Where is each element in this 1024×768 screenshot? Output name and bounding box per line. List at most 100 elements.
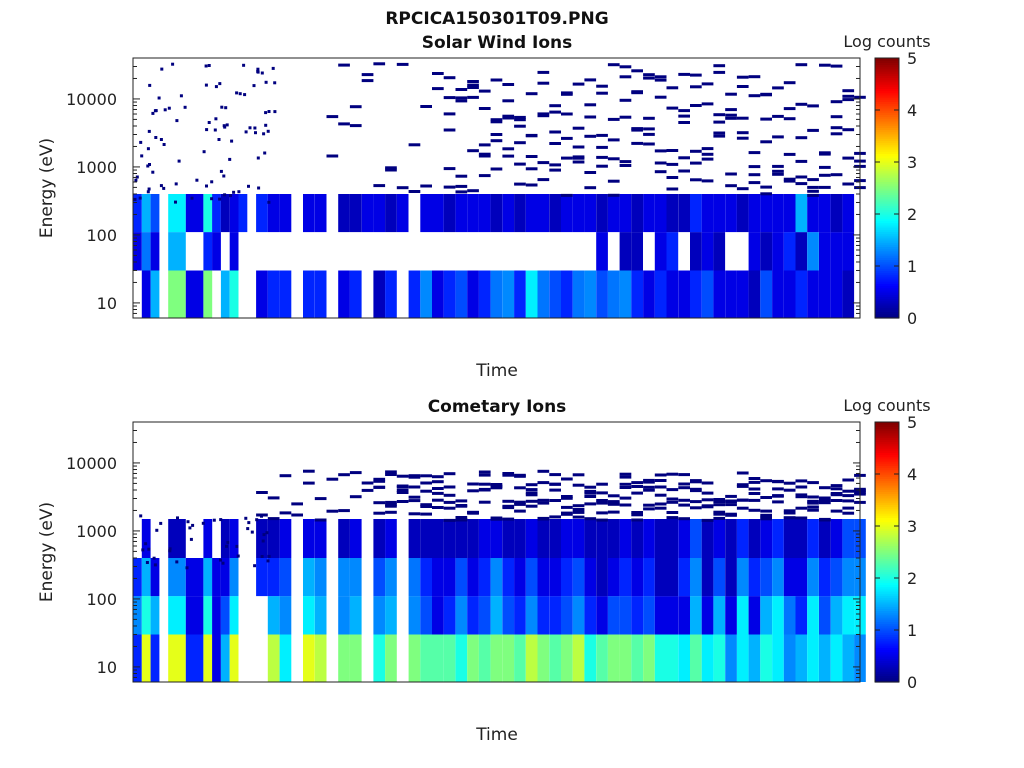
speckle [210, 180, 214, 184]
cell-0-31 [478, 634, 491, 682]
y-tick-label: 100 [86, 590, 117, 609]
fine-line [502, 499, 515, 503]
colorbar-step [875, 307, 899, 310]
solar-wind-colorbar-label: Log counts [843, 32, 930, 51]
fine-line [361, 488, 374, 492]
colorbar-step [875, 586, 899, 590]
cell-0-61 [830, 634, 843, 682]
fine-line [713, 498, 726, 501]
fine-line [396, 500, 409, 503]
speckle [152, 556, 156, 560]
cell-0-50 [701, 270, 714, 318]
colorbar-step [875, 526, 899, 529]
cell-0-29 [455, 270, 468, 318]
cell-0-38 [561, 634, 573, 682]
cell-3-45 [643, 519, 655, 558]
fine-line [607, 179, 620, 183]
fine-line [549, 163, 561, 167]
fine-line [537, 114, 550, 118]
colorbar-step [875, 506, 899, 510]
fine-line [478, 107, 491, 110]
cell-2-25 [408, 558, 421, 597]
fine-line [279, 474, 292, 478]
cell-2-24 [396, 194, 409, 233]
cell-1-49 [690, 596, 702, 635]
fine-line [525, 167, 538, 171]
cell-1-30 [467, 596, 479, 635]
cell-2-36 [537, 558, 550, 597]
cell-3-28 [443, 519, 456, 558]
fine-line [596, 91, 608, 95]
fine-line [596, 145, 608, 149]
speckle [168, 547, 172, 551]
cell-2-51 [713, 558, 726, 597]
colorbar-step [875, 562, 899, 566]
fine-line [514, 509, 526, 513]
colorbar-step [875, 664, 899, 668]
fine-line [549, 104, 561, 108]
fine-line [607, 494, 620, 498]
speckle [148, 83, 152, 87]
fine-line [736, 498, 749, 502]
cometary-spectrogram [133, 519, 866, 682]
y-tick-label: 10 [97, 294, 117, 313]
fine-line [584, 502, 597, 506]
fine-line [666, 86, 679, 90]
fine-line [842, 89, 855, 93]
cell-2-33 [502, 194, 515, 233]
fine-line [514, 486, 526, 490]
colorbar-step [875, 211, 899, 215]
cell-2-28 [443, 558, 456, 597]
colorbar-step [875, 157, 899, 161]
fine-line [783, 179, 796, 183]
fine-line [795, 136, 808, 140]
colorbar-step [875, 612, 899, 616]
colorbar-step [875, 86, 899, 89]
fine-line [725, 184, 737, 188]
fine-line [572, 508, 585, 511]
fine-line [443, 185, 456, 189]
fine-line [842, 499, 855, 503]
fine-line [373, 479, 386, 483]
cell-2-20 [349, 558, 362, 597]
cell-3-16 [303, 519, 315, 558]
fine-line [701, 102, 714, 106]
cell-0-41 [596, 634, 608, 682]
cell-1-59 [807, 232, 819, 271]
cell-1-59 [807, 596, 819, 635]
speckle [210, 197, 214, 201]
colorbar-step [875, 151, 899, 154]
fine-line [596, 133, 608, 137]
figure-title: RPCICA150301T09.PNG [385, 9, 608, 29]
fine-line [666, 511, 679, 514]
fine-line [596, 501, 608, 505]
fine-line [760, 92, 772, 96]
cell-3-57 [783, 519, 796, 558]
speckle [256, 69, 260, 73]
colorbar-step [875, 623, 899, 627]
fine-line [455, 499, 468, 503]
colorbar-step [875, 164, 899, 167]
speckle [162, 143, 166, 146]
speckle [219, 558, 222, 562]
colorbar-step [875, 296, 899, 300]
cell-0-32 [490, 634, 503, 682]
fine-line [303, 469, 315, 473]
fine-line [561, 511, 573, 515]
speckle [167, 106, 171, 110]
cell-1-37 [549, 596, 561, 635]
colorbar-step [875, 588, 899, 592]
cell-2-27 [432, 194, 444, 233]
fine-line [385, 473, 397, 476]
colorbar-step [875, 441, 899, 445]
fine-line [502, 116, 515, 120]
fine-line [795, 516, 808, 520]
fine-line [385, 510, 397, 514]
speckle [159, 521, 163, 525]
fine-line [678, 503, 690, 507]
colorbar-step [875, 521, 899, 525]
fine-line [654, 502, 667, 506]
fine-line [654, 78, 667, 82]
colorbar-step [875, 153, 899, 157]
cell-2-8 [220, 194, 230, 233]
